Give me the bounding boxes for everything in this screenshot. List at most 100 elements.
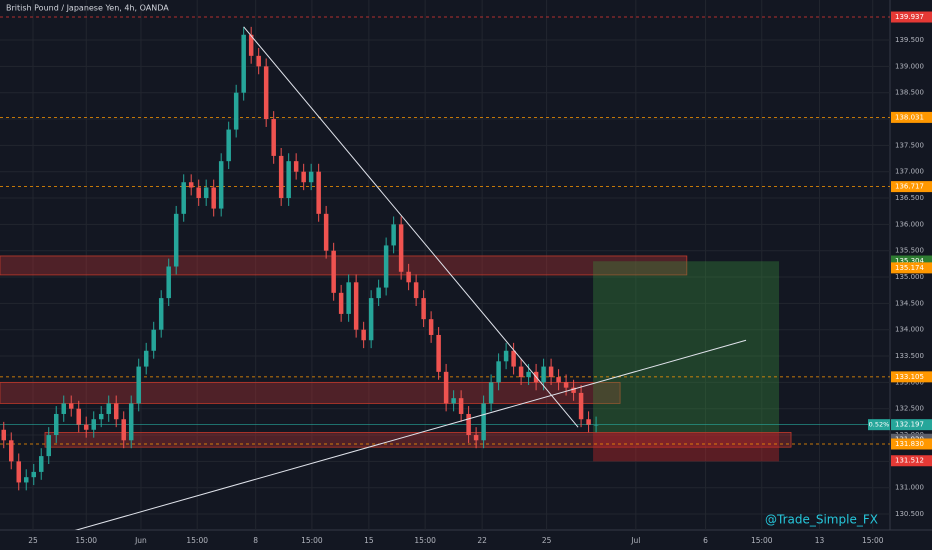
candle-body (466, 413, 471, 436)
trendline (74, 339, 747, 530)
candle-body (38, 456, 44, 472)
y-tick-label: 132.500 (895, 405, 924, 413)
y-tick-label: 138.500 (895, 89, 924, 97)
candle-body (196, 187, 201, 199)
candle-body (143, 350, 149, 367)
y-tick-label: 137.500 (895, 141, 924, 149)
candle-body (376, 287, 381, 299)
candle-body (158, 298, 164, 330)
candle-body (98, 413, 104, 420)
y-tick-label: 134.500 (895, 299, 924, 307)
candle-body (458, 398, 464, 414)
change-tag (868, 419, 890, 431)
y-tick-label: 130.500 (895, 510, 924, 518)
candle-body (188, 182, 194, 188)
candle-body (361, 329, 366, 341)
candle-body (151, 329, 156, 351)
price-tag-label: 131.830 (895, 440, 924, 448)
candle-body (518, 366, 524, 378)
x-tick-label: 15:00 (75, 536, 97, 545)
candle-body (278, 155, 284, 199)
candle-body (271, 119, 276, 156)
candle-body (383, 245, 389, 288)
x-tick-label: 15:00 (301, 536, 323, 545)
plot-area (0, 0, 890, 530)
candle-body (106, 403, 111, 414)
candle-body (226, 129, 231, 162)
candle-body (181, 182, 186, 214)
candle-body (526, 371, 531, 378)
candle-body (211, 187, 216, 209)
zone (0, 381, 621, 404)
y-tick-label: 137.000 (895, 168, 924, 176)
x-tick-label: 6 (703, 536, 708, 545)
price-tag (891, 455, 932, 467)
candle-body (593, 424, 599, 426)
candle-body (436, 334, 441, 372)
candle-body (511, 350, 516, 367)
x-tick-label: 25 (28, 536, 38, 545)
candle-body (421, 298, 426, 320)
candle-body (563, 382, 569, 388)
candle-body (136, 366, 141, 404)
candle-body (91, 419, 96, 430)
x-tick-label: Jun (134, 536, 147, 545)
candle-body (68, 403, 74, 409)
x-tick-label: 15:00 (414, 536, 436, 545)
candle-body (173, 213, 179, 267)
candle-body (53, 413, 59, 436)
position-target (593, 261, 780, 433)
x-tick-label: 15 (364, 536, 374, 545)
candle-body (1, 429, 6, 441)
axes: 130.500131.000131.500132.000132.500133.0… (28, 11, 932, 545)
candle-body (443, 371, 449, 404)
candle-body (31, 471, 36, 478)
x-tick-label: 15:00 (751, 536, 773, 545)
candle-body (481, 403, 486, 441)
candle-body (248, 34, 254, 56)
candle-body (548, 366, 554, 378)
candle-body (76, 408, 81, 425)
candle-body (46, 435, 51, 457)
change-tag-label: 0.52% (869, 421, 890, 429)
candle-body (128, 403, 134, 441)
x-tick-label: Jul (630, 536, 640, 545)
zone (0, 255, 688, 276)
candle-body (286, 161, 291, 199)
candle-body (113, 403, 119, 420)
price-tag-label: 138.031 (895, 113, 924, 121)
candle-body (556, 377, 561, 383)
chart-title: British Pound / Japanese Yen, 4h, OANDA (6, 4, 169, 13)
candle-body (301, 171, 306, 183)
candle-body (166, 266, 171, 299)
y-tick-label: 131.000 (895, 484, 924, 492)
y-tick-label: 136.500 (895, 194, 924, 202)
candle-body (263, 66, 269, 120)
y-tick-label: 134.000 (895, 326, 924, 334)
candle-body (503, 350, 509, 362)
candle-body (571, 387, 576, 393)
x-tick-label: 13 (815, 536, 825, 545)
y-tick-label: 133.000 (895, 378, 924, 386)
candle-body (473, 435, 479, 441)
trendline (243, 26, 579, 428)
candle-body (316, 171, 321, 214)
zone (44, 432, 792, 448)
x-tick-label: 8 (253, 536, 258, 545)
y-tick-label: 139.000 (895, 62, 924, 70)
candle-body (241, 34, 246, 93)
y-tick-label: 133.500 (895, 352, 924, 360)
candle-body (61, 403, 66, 414)
candle-body (368, 298, 374, 341)
x-tick-label: 15:00 (186, 536, 208, 545)
position-stop (593, 432, 780, 462)
candle-body (121, 419, 126, 441)
price-tag (891, 262, 932, 274)
x-tick-label: 15:00 (862, 536, 884, 545)
candle-body (578, 392, 584, 420)
y-tick-label: 139.500 (895, 36, 924, 44)
price-tag-label: 135.174 (895, 264, 924, 272)
candle-body (346, 282, 351, 314)
x-tick-label: 25 (542, 536, 552, 545)
